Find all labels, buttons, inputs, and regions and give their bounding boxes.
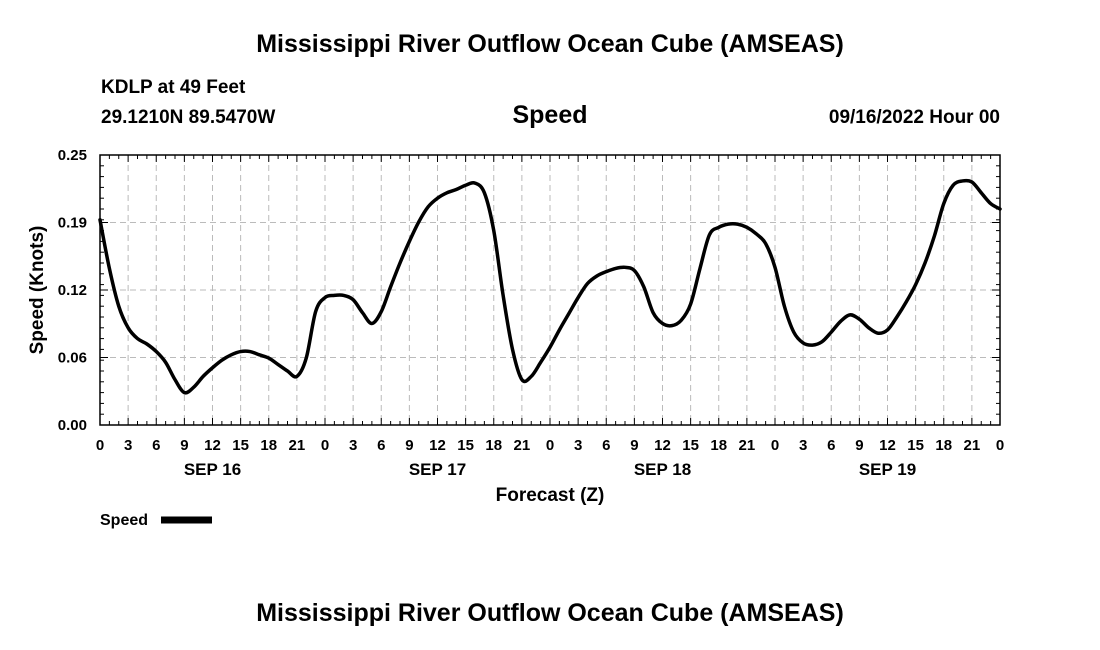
y-tick-label: 0.19 xyxy=(58,215,87,232)
x-tick-label: 6 xyxy=(152,437,160,454)
x-tick-label: 21 xyxy=(964,437,981,454)
x-day-label: SEP 19 xyxy=(859,460,916,479)
x-tick-label: 15 xyxy=(682,437,699,454)
x-tick-label: 0 xyxy=(996,437,1004,454)
x-tick-label: 21 xyxy=(739,437,756,454)
x-tick-label: 21 xyxy=(514,437,531,454)
grid-lines xyxy=(100,155,1000,425)
axis-tick-labels: 0 3 6 9 12 15 18 21 0 3 6 9 12 15 18 21 0 3 6 9 12 15 18 21 0 3 6 9… xyxy=(58,147,1004,479)
x-axis-title: Forecast (Z) xyxy=(496,485,605,506)
x-tick-label: 0 xyxy=(546,437,554,454)
series-line-speed xyxy=(98,178,1002,395)
series-group xyxy=(98,178,1002,395)
x-tick-label: 15 xyxy=(457,437,474,454)
x-tick-label: 12 xyxy=(429,437,446,454)
x-tick-label: 0 xyxy=(771,437,779,454)
x-tick-label: 0 xyxy=(96,437,104,454)
y-tick-label: 0.25 xyxy=(58,147,87,164)
x-tick-label: 12 xyxy=(204,437,221,454)
y-axis-title: Speed (Knots) xyxy=(27,226,48,355)
x-tick-label: 9 xyxy=(630,437,638,454)
footer-title: Mississippi River Outflow Ocean Cube (AM… xyxy=(256,599,844,627)
x-day-label: SEP 18 xyxy=(634,460,691,479)
x-tick-label: 3 xyxy=(349,437,357,454)
x-tick-label: 6 xyxy=(827,437,835,454)
x-tick-label: 6 xyxy=(602,437,610,454)
x-day-label: SEP 16 xyxy=(184,460,241,479)
x-tick-label: 9 xyxy=(405,437,413,454)
x-tick-label: 15 xyxy=(232,437,249,454)
x-tick-label: 18 xyxy=(260,437,277,454)
x-day-label: SEP 17 xyxy=(409,460,466,479)
x-tick-label: 18 xyxy=(935,437,952,454)
y-tick-label: 0.06 xyxy=(58,350,87,367)
x-tick-label: 3 xyxy=(799,437,807,454)
y-tick-label: 0.00 xyxy=(58,417,87,434)
chart-title: Mississippi River Outflow Ocean Cube (AM… xyxy=(256,30,844,58)
legend-label-speed: Speed xyxy=(100,512,148,529)
x-tick-label: 9 xyxy=(855,437,863,454)
chart-subtitle: Speed xyxy=(512,101,588,129)
speed-chart: 0 3 6 9 12 15 18 21 0 3 6 9 12 15 18 21 0 3 6 9 12 15 18 21 0 3 6 9… xyxy=(27,147,1004,529)
x-tick-label: 3 xyxy=(124,437,132,454)
x-tick-label: 18 xyxy=(485,437,502,454)
x-tick-label: 18 xyxy=(710,437,727,454)
x-tick-label: 15 xyxy=(907,437,924,454)
x-tick-label: 9 xyxy=(180,437,188,454)
x-tick-label: 12 xyxy=(879,437,896,454)
x-tick-label: 3 xyxy=(574,437,582,454)
x-tick-label: 12 xyxy=(654,437,671,454)
station-coordinates: 29.1210N 89.5470W xyxy=(101,107,276,128)
legend: Speed xyxy=(100,512,212,529)
forecast-datetime: 09/16/2022 Hour 00 xyxy=(828,107,1000,128)
station-label: KDLP at 49 Feet xyxy=(101,77,246,98)
x-tick-label: 6 xyxy=(377,437,385,454)
x-tick-label: 0 xyxy=(321,437,329,454)
plot-frame xyxy=(99,154,1001,426)
x-tick-label: 21 xyxy=(289,437,306,454)
y-tick-label: 0.12 xyxy=(58,282,87,299)
